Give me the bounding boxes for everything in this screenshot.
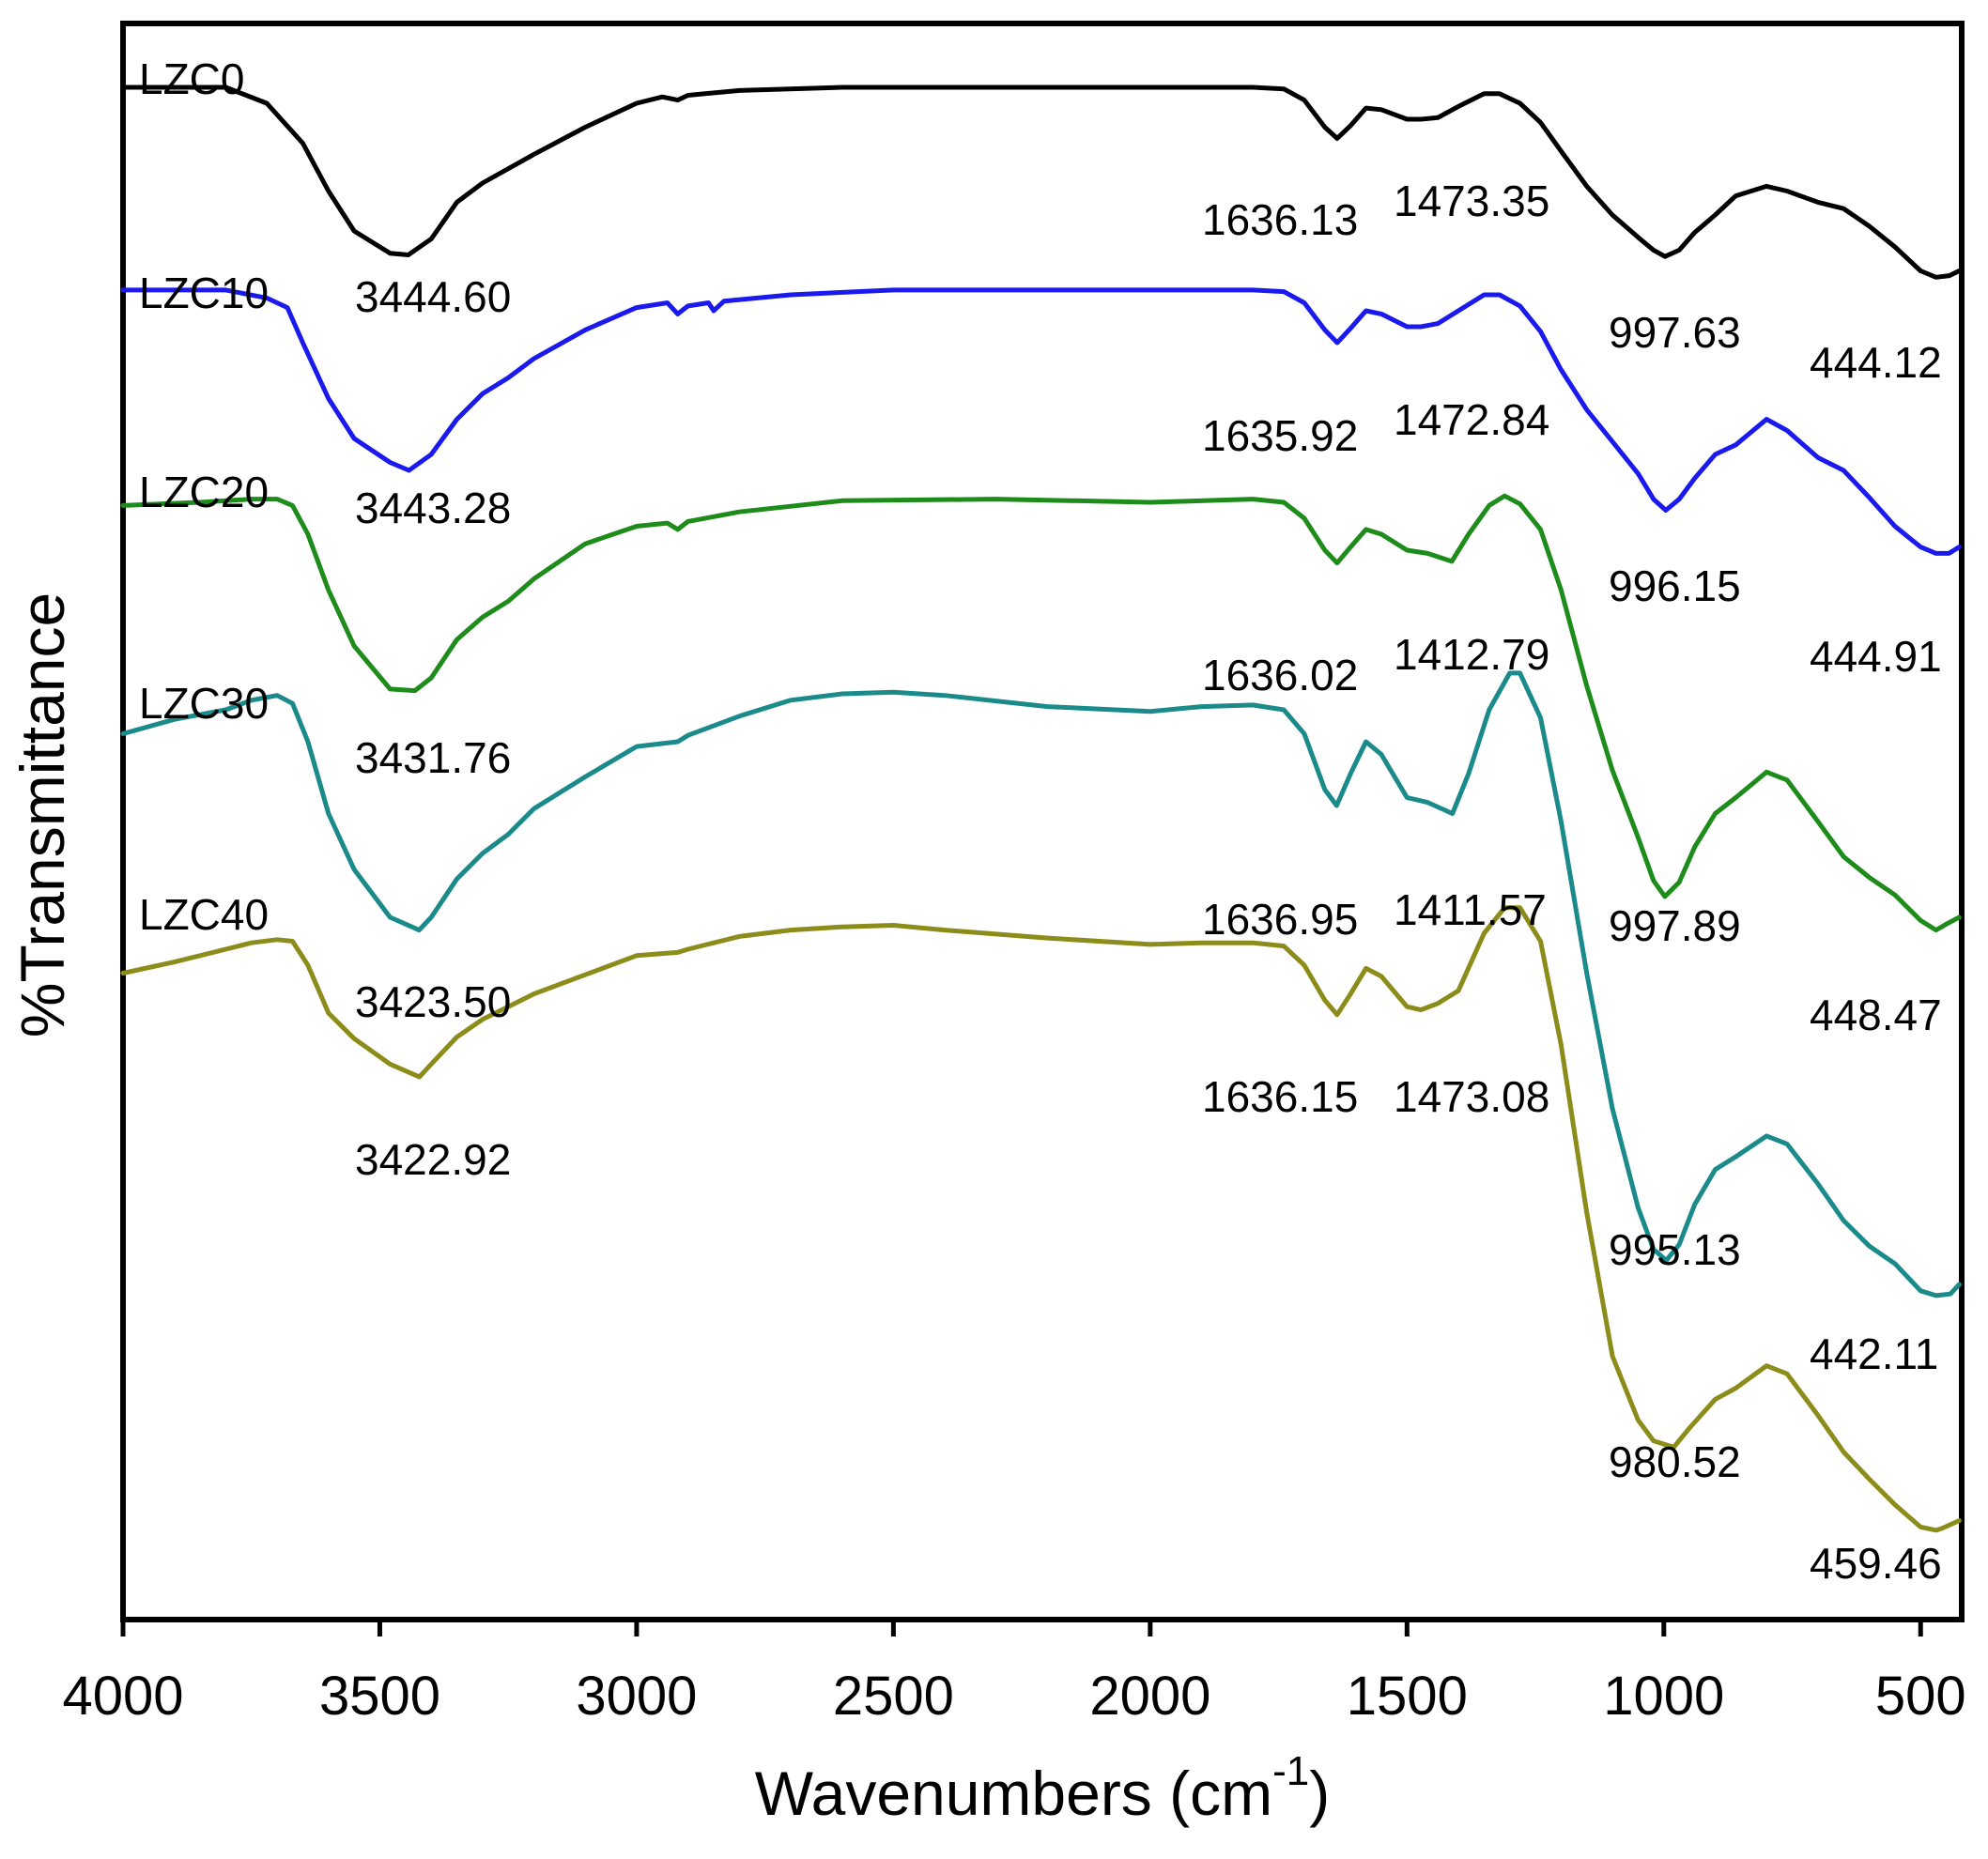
x-axis-label-superscript: -1	[1272, 1748, 1309, 1794]
peak-label: 1473.35	[1394, 177, 1549, 225]
y-axis-label: %Transmittance	[8, 592, 77, 1037]
series-line-lzc40	[120, 905, 1962, 1533]
series-label-lzc40: LZC40	[139, 890, 269, 939]
peak-label: 1472.84	[1394, 395, 1549, 444]
peak-label: 3422.92	[355, 1135, 511, 1184]
peak-label: 1636.15	[1202, 1072, 1358, 1121]
peak-label: 1636.02	[1202, 651, 1358, 699]
peak-label: 3431.76	[355, 733, 511, 782]
x-tick-label: 1500	[1347, 1666, 1468, 1727]
peak-label: 1636.95	[1202, 895, 1358, 944]
x-axis-ticks: 4000 3500 3000 2500 2000 1500 1000 500	[62, 1620, 1966, 1727]
peak-label: 1635.92	[1202, 411, 1358, 460]
x-axis-label-main: Wavenumbers (cm	[755, 1759, 1272, 1828]
peak-label: 448.47	[1810, 991, 1942, 1039]
series-line-lzc20	[120, 493, 1962, 933]
x-tick-label: 2500	[833, 1666, 954, 1727]
series-lines	[120, 84, 1962, 1533]
peak-label: 3443.28	[355, 484, 511, 532]
peak-label: 996.15	[1609, 561, 1741, 610]
x-axis-label-close: )	[1309, 1759, 1330, 1828]
x-tick-label: 4000	[62, 1666, 183, 1727]
series-label-lzc30: LZC30	[139, 679, 269, 728]
series-line-lzc10	[120, 287, 1962, 556]
peak-label: 3423.50	[355, 977, 511, 1026]
series-label-lzc10: LZC10	[139, 269, 269, 317]
peak-label: 1636.13	[1202, 195, 1358, 244]
peak-label: 444.12	[1810, 338, 1942, 387]
x-tick-label: 500	[1875, 1666, 1966, 1727]
series-line-lzc0	[120, 84, 1962, 280]
x-tick-label: 1000	[1603, 1666, 1724, 1727]
peak-label: 980.52	[1609, 1437, 1741, 1486]
x-tick-label: 3000	[576, 1666, 697, 1727]
peak-label: 3444.60	[355, 272, 511, 321]
peak-label: 997.89	[1609, 901, 1741, 950]
peak-label: 1411.57	[1394, 885, 1547, 934]
x-tick-label: 2000	[1089, 1666, 1210, 1727]
series-label-lzc0: LZC0	[139, 54, 244, 103]
series-label-lzc20: LZC20	[139, 468, 269, 516]
peak-label: 1412.79	[1394, 630, 1549, 679]
plot-frame	[120, 21, 1965, 1622]
x-tick-label: 3500	[319, 1666, 440, 1727]
peak-label: 444.91	[1810, 632, 1942, 681]
peak-label: 442.11	[1810, 1329, 1938, 1378]
x-axis-label: Wavenumbers (cm-1)	[755, 1748, 1330, 1828]
peak-label: 459.46	[1810, 1539, 1942, 1588]
series-line-lzc30	[120, 670, 1962, 1298]
peak-label: 1473.08	[1394, 1072, 1549, 1121]
text-labels: LZC0 LZC10 LZC20 LZC30 LZC40 3444.60 163…	[8, 54, 1942, 1828]
peak-label: 995.13	[1609, 1225, 1741, 1274]
peak-label: 997.63	[1609, 308, 1741, 357]
